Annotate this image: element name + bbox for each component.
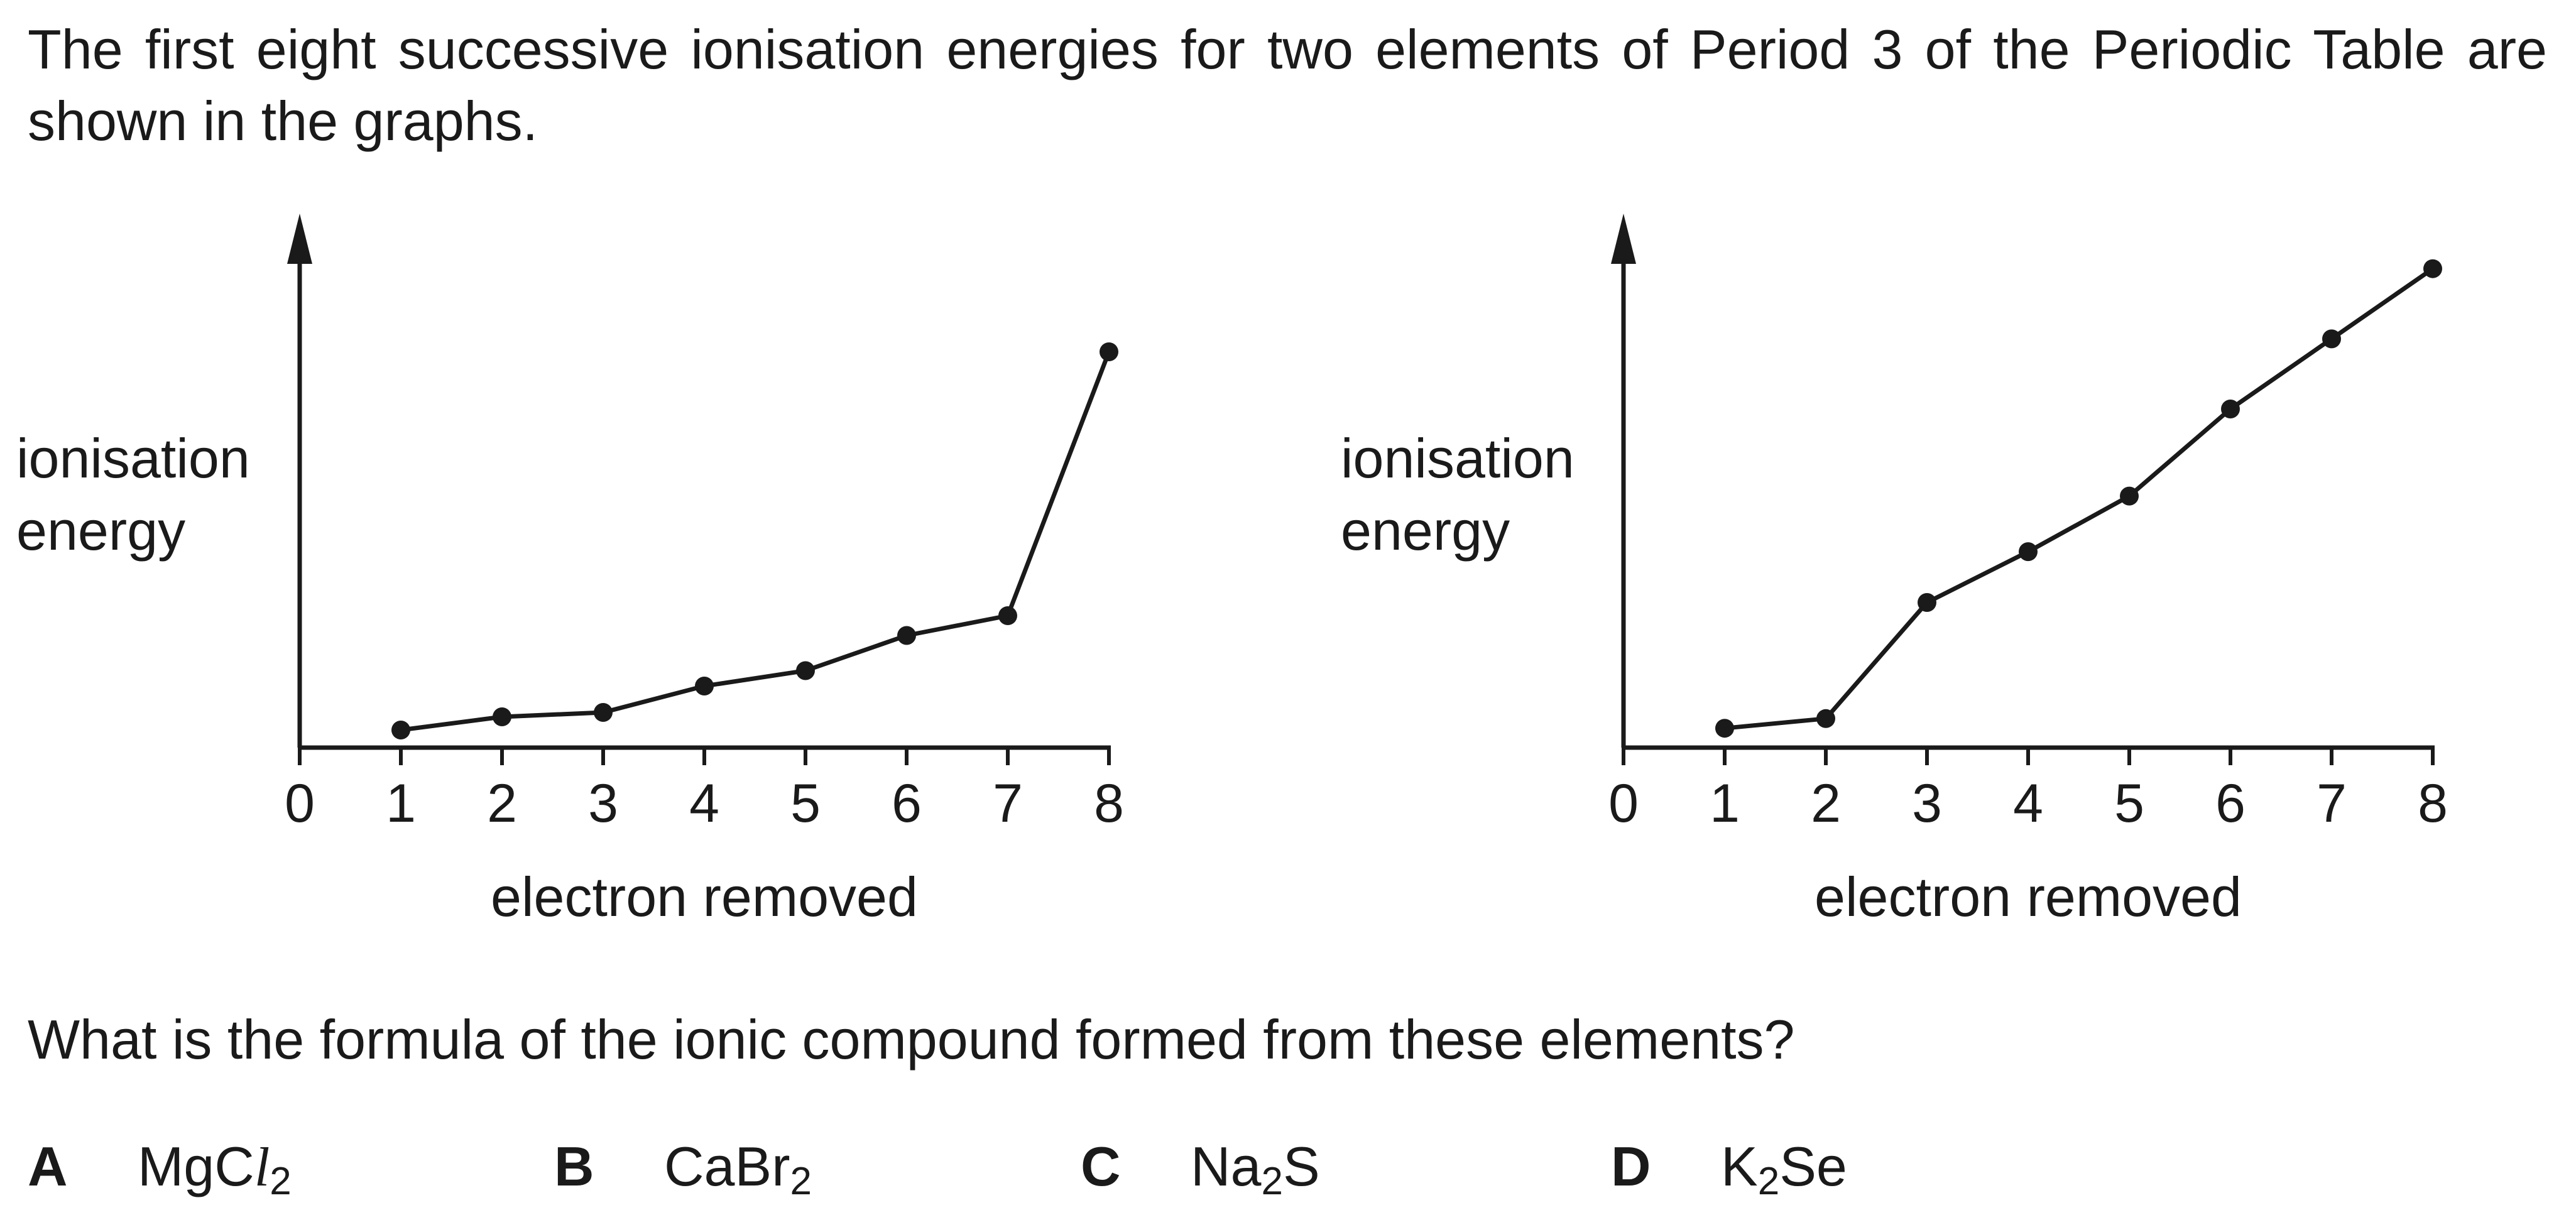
series-line <box>1724 266 2434 731</box>
option-formula: K2Se <box>1721 1135 1847 1203</box>
data-point <box>2423 259 2442 278</box>
x-tick-label: 4 <box>689 773 719 834</box>
x-tick-label: 5 <box>2114 773 2144 834</box>
answer-options: A MgCl2 B CaBr2 C Na2S D K2Se <box>0 1132 2576 1207</box>
y-axis-arrow-icon <box>287 214 312 264</box>
y-axis-label: ionisation <box>1341 427 1575 489</box>
option-letter: C <box>1081 1135 1121 1197</box>
data-point <box>796 661 815 680</box>
data-point <box>1715 719 1734 738</box>
data-point <box>1918 593 1936 612</box>
x-tick-label: 8 <box>2418 773 2448 834</box>
option-letter: B <box>554 1135 594 1197</box>
data-point <box>1100 342 1118 361</box>
data-point <box>2221 400 2240 418</box>
y-axis-arrow-icon <box>1611 214 1636 264</box>
question-prompt: What is the formula of the ionic compoun… <box>28 1008 1795 1071</box>
data-point <box>2120 486 2139 506</box>
x-tick-label: 1 <box>1710 773 1740 834</box>
option-formula: Na2S <box>1191 1135 1320 1203</box>
x-tick-label: 4 <box>2013 773 2043 834</box>
x-tick-label: 1 <box>386 773 416 834</box>
data-point <box>695 677 714 695</box>
y-axis-label: energy <box>1341 499 1510 562</box>
x-tick-label: 0 <box>285 773 315 834</box>
option-formula: CaBr2 <box>664 1135 812 1203</box>
data-point <box>493 707 511 726</box>
option-letter: A <box>28 1135 68 1197</box>
option-letter: D <box>1611 1135 1651 1197</box>
data-point <box>2322 329 2341 349</box>
x-tick-label: 7 <box>2317 773 2347 834</box>
chart-right: 0 1 2 3 4 5 6 7 8 electron removed ionisation energ… <box>1341 214 2448 928</box>
x-tick-label: 3 <box>588 773 618 834</box>
data-point <box>1816 709 1835 728</box>
x-axis-label: electron removed <box>1815 866 2242 928</box>
chart-left: 0 1 2 3 4 5 6 7 8 electron removed ionisation energ… <box>16 214 1124 928</box>
question-intro: The first eight successive ionisation en… <box>28 18 2547 152</box>
series-line <box>400 351 1111 733</box>
x-tick-label: 6 <box>892 773 922 834</box>
data-point <box>897 626 916 645</box>
x-tick-label: 2 <box>487 773 517 834</box>
x-axis-label: electron removed <box>491 866 918 928</box>
x-tick-label: 0 <box>1608 773 1639 834</box>
data-point <box>2019 542 2038 562</box>
data-point <box>998 606 1017 625</box>
x-tick-label: 8 <box>1094 773 1124 834</box>
y-axis-label: energy <box>16 499 185 562</box>
x-tick-label: 3 <box>1912 773 1942 834</box>
x-tick-label: 2 <box>1811 773 1841 834</box>
option-formula: MgCl2 <box>138 1135 292 1203</box>
x-tick-label: 7 <box>993 773 1023 834</box>
x-tick-label: 5 <box>790 773 821 834</box>
data-point <box>391 721 410 739</box>
x-tick-label: 6 <box>2215 773 2246 834</box>
y-axis-label: ionisation <box>16 427 250 489</box>
data-point <box>594 703 613 722</box>
